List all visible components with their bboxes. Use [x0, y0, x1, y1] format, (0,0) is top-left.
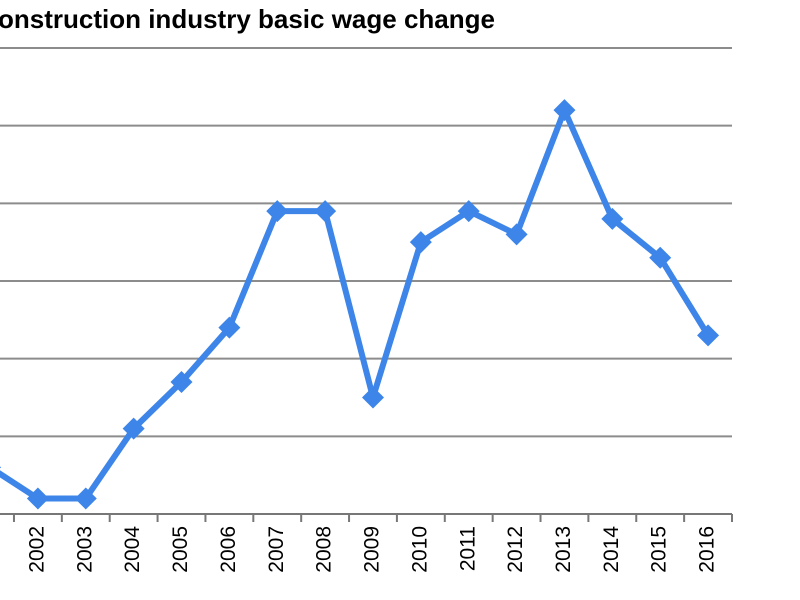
marker: [505, 223, 528, 246]
chart-title: onstruction industry basic wage change: [0, 4, 495, 34]
x-tick-label: 2008: [313, 526, 336, 573]
marker: [170, 370, 193, 393]
x-tick-label: 2016: [696, 526, 719, 573]
x-tick-label: 2001: [0, 526, 1, 573]
marker: [26, 487, 49, 510]
marker: [601, 207, 624, 230]
x-tick-label: 2011: [456, 526, 479, 571]
x-tick-label: 2010: [408, 526, 431, 573]
marker: [409, 231, 432, 254]
marker: [0, 466, 2, 469]
line: [0, 107, 711, 502]
x-tick-label: 2012: [504, 526, 527, 573]
x-tick-label: 2007: [265, 526, 288, 573]
x-tick-label: 2014: [600, 526, 623, 573]
x-tick-label: 2005: [169, 526, 192, 573]
marker: [553, 99, 576, 122]
x-tick-label: 2003: [73, 526, 96, 573]
x-tick-label: 2002: [25, 526, 48, 573]
marker: [697, 324, 720, 347]
x-tick-label: 2009: [361, 526, 384, 573]
x-tick-label: 2006: [217, 526, 240, 573]
marker: [218, 316, 241, 339]
marker: [74, 487, 97, 510]
x-tick-label: 2015: [648, 526, 671, 573]
marker: [649, 246, 672, 269]
x-tick-label: 2004: [121, 526, 144, 573]
marker: [457, 200, 480, 223]
marker: [266, 200, 289, 223]
marker: [122, 417, 145, 440]
marker: [361, 386, 384, 409]
x-tick-label: 2013: [552, 526, 575, 573]
marker: [314, 200, 337, 223]
